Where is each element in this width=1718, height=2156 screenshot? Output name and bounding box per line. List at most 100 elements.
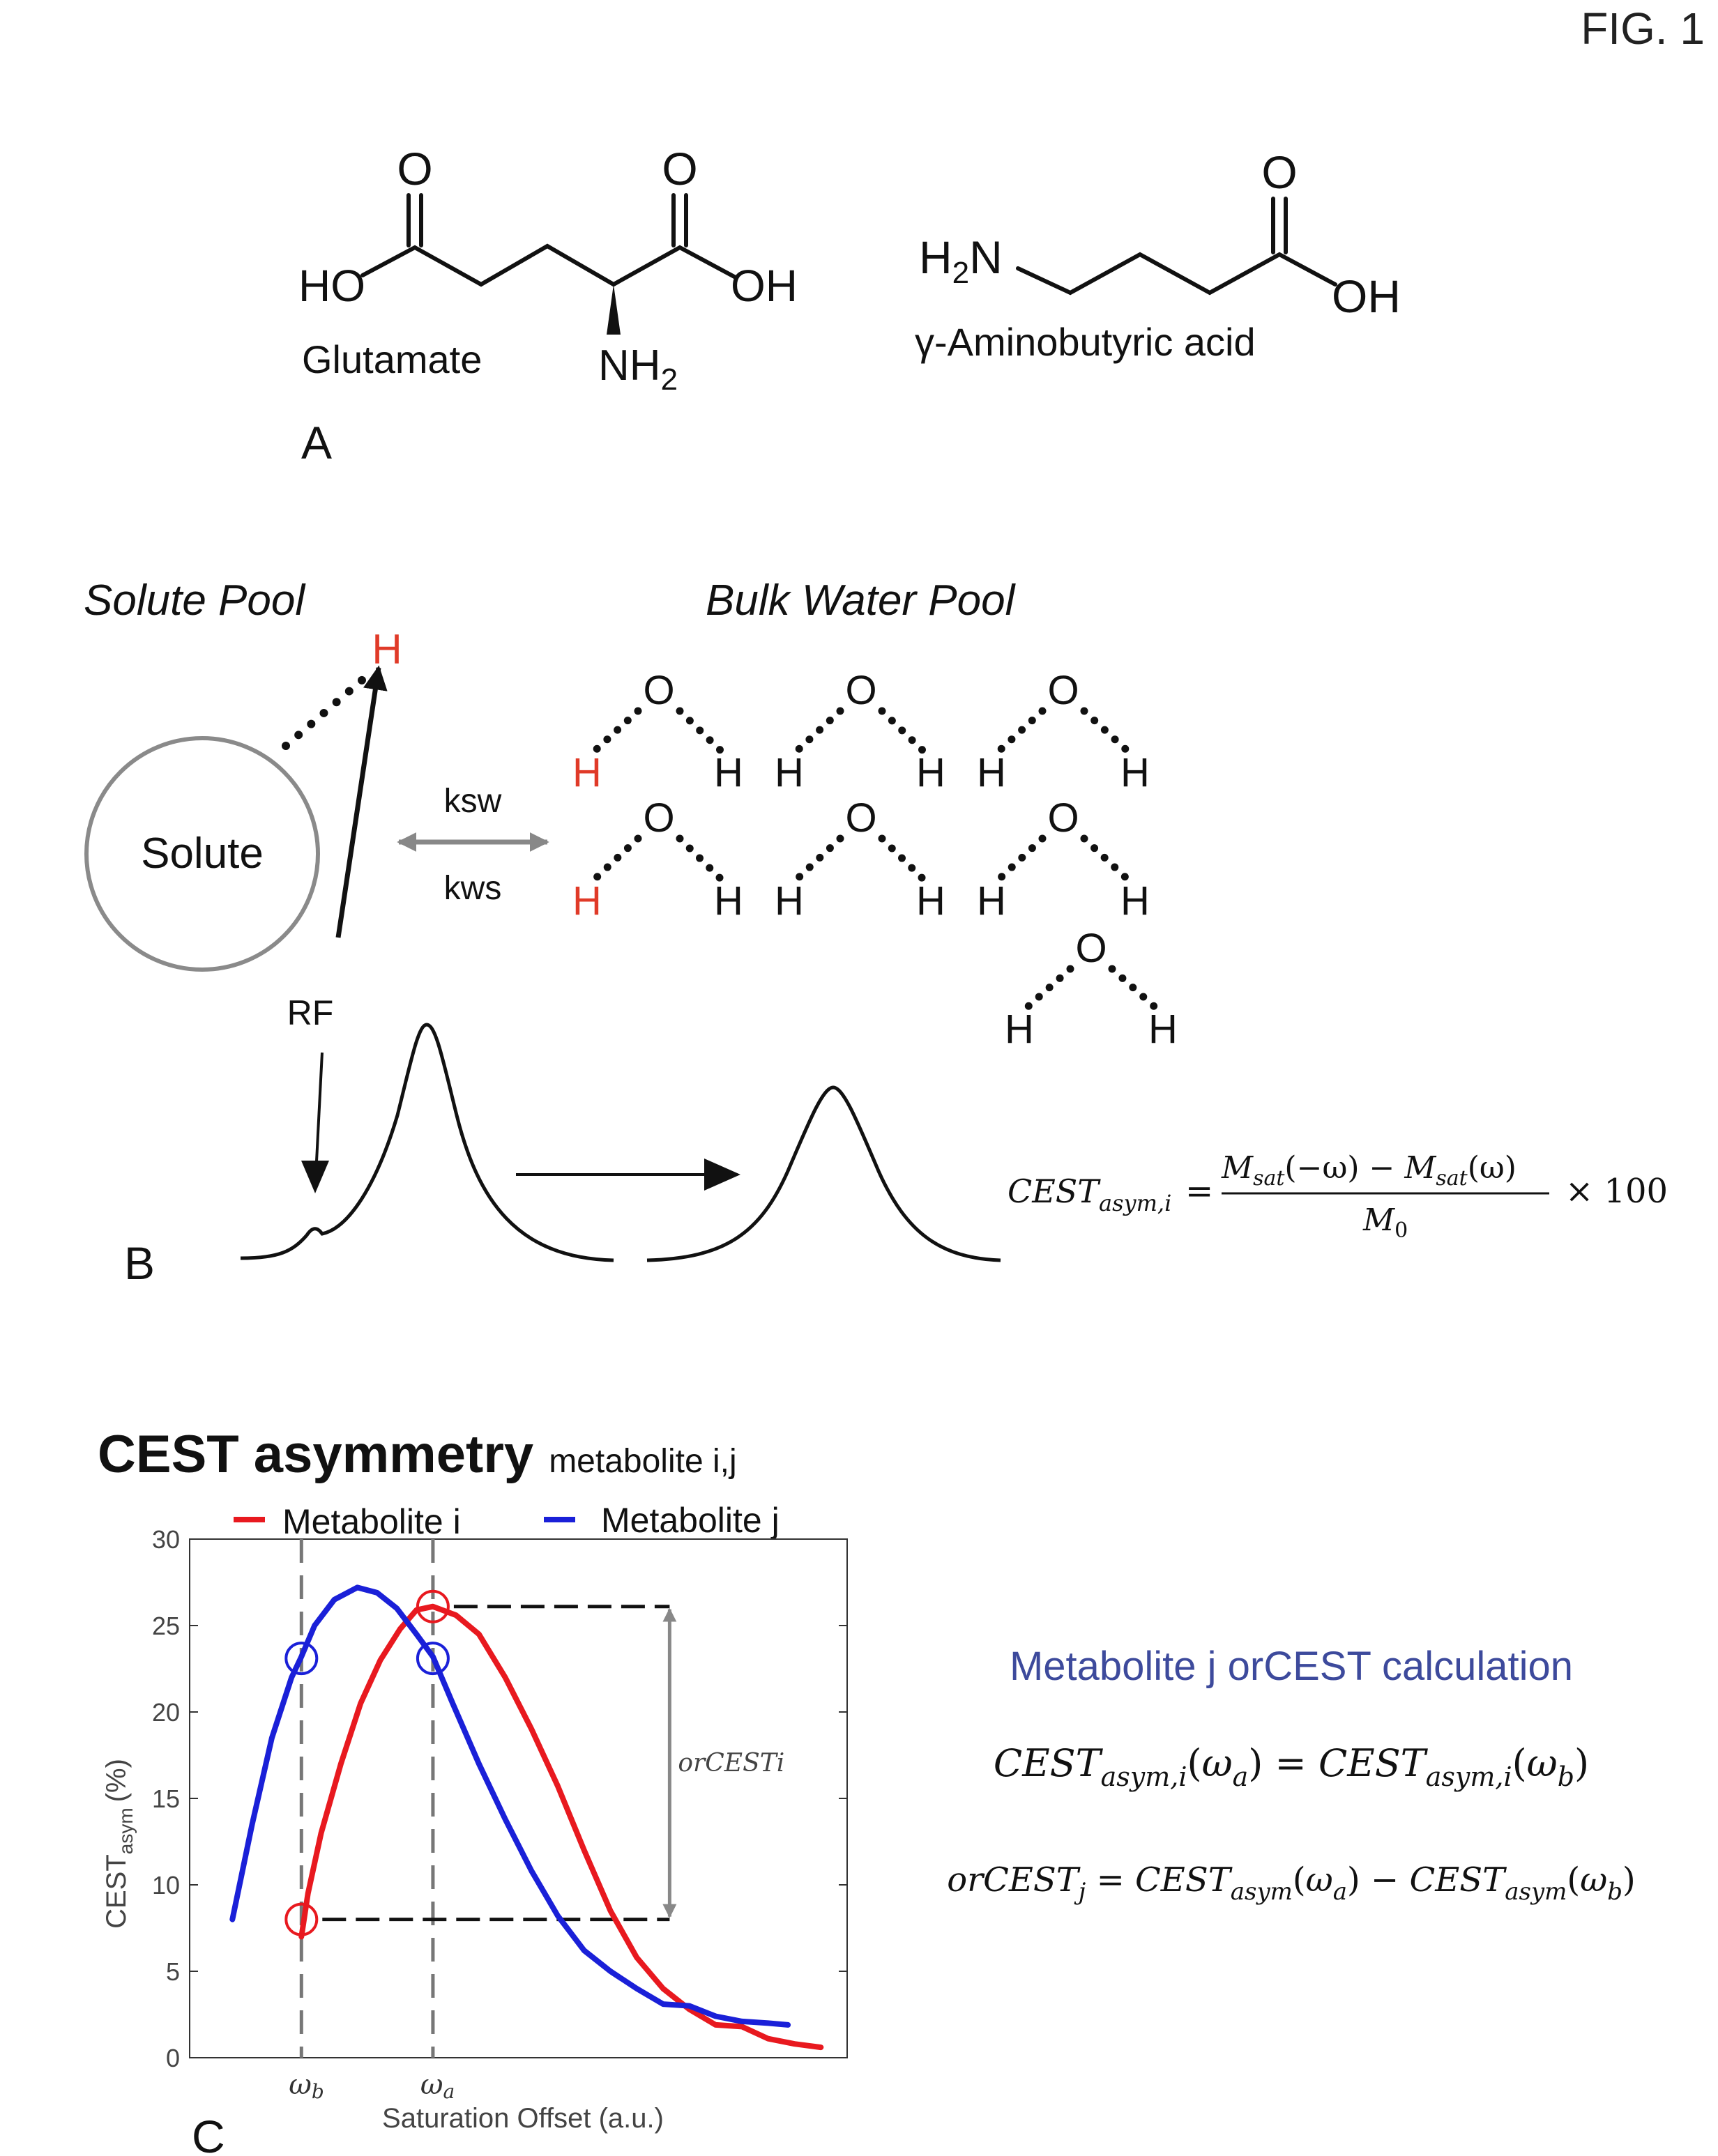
y-tick-label: 5 [166, 1957, 180, 1986]
labeled-proton: H [572, 878, 602, 924]
glutamate-ho: HO [298, 261, 365, 311]
solute-label: Solute [141, 829, 264, 878]
figure-label: FIG. 1 [1581, 3, 1705, 54]
panel-a: O O HO OH NH2 Glutamate H2N O OH γ-Amino… [298, 143, 1401, 468]
bulk-water-title: Bulk Water Pool [706, 576, 1017, 625]
series-line-metabolite-j [229, 1584, 791, 2028]
magnetization-arrow [335, 665, 388, 938]
series-line-metabolite-i [298, 1603, 824, 2051]
y-tick-label: 30 [152, 1525, 180, 1554]
water-oxygen: O [643, 668, 674, 713]
data-marker [284, 1902, 319, 1936]
water-oxygen: O [1047, 795, 1079, 841]
y-axis-label: CESTasym(%) [101, 1759, 137, 1929]
exchange-ksw: ksw [444, 783, 502, 820]
svg-text:=: = [1185, 1172, 1213, 1211]
solute-circle [84, 736, 320, 972]
svg-text:× 100: × 100 [1565, 1172, 1668, 1211]
gaba-name: γ-Aminobutyric acid [915, 320, 1256, 364]
water-proton: H [1120, 878, 1150, 924]
hydrogen-bond [878, 707, 929, 757]
orcest-eq1: CESTasym,i(ωa) = CESTasym,i(ωb) [994, 1741, 1589, 1792]
panel-b: Solute Pool Bulk Water Pool Solute H ksw… [84, 576, 1668, 1289]
panel-c: CEST asymmetry metabolite i,j Metabolite … [98, 1425, 1636, 2156]
water-proton: H [714, 750, 743, 795]
water-proton: H [977, 750, 1006, 795]
orcest-eq2: orCESTj = CESTasym(ωa) − CESTasym(ωb) [947, 1860, 1635, 1906]
water-proton: H [714, 878, 743, 924]
legend-label-i: Metabolite i [282, 1502, 461, 1541]
calc-title: Metabolite j orCEST calculation [1010, 1644, 1573, 1689]
hydrogen-bond [588, 707, 642, 757]
cest-asym-equation: CESTasym,i = Msat(−ω) − Msat(ω) M0 × 100 [1008, 1150, 1668, 1243]
hydrogen-bond [878, 834, 929, 885]
hydrogen-bond [1108, 965, 1162, 1014]
y-tick-label: 0 [166, 2044, 180, 2072]
hydrogen-bond [676, 707, 727, 757]
x-mark-label: ωb [289, 2069, 324, 2103]
panel-c-letter: C [192, 2111, 225, 2156]
hydrogen-bond [993, 707, 1047, 757]
hydrogen-bond [676, 834, 727, 885]
glutamate-o-left: O [397, 143, 432, 194]
svg-text:M0: M0 [1362, 1202, 1408, 1243]
water-proton: H [1120, 750, 1150, 795]
water-oxygen: O [845, 668, 876, 713]
y-tick-label: 10 [152, 1871, 180, 1899]
glutamate-structure [360, 193, 738, 287]
glutamate-name: Glutamate [302, 337, 482, 381]
water-proton: H [977, 878, 1006, 924]
chart-plot-area: 0 5 10 15 20 25 30 ωb ωa orCESTi [152, 1525, 848, 2103]
gaba-h2n: H2N [919, 231, 1003, 290]
glutamate-o-right: O [662, 143, 697, 194]
y-tick-label: 15 [152, 1784, 180, 1813]
solute-pool-title: Solute Pool [84, 576, 306, 625]
rf-label: RF [287, 993, 334, 1032]
water-proton: H [916, 878, 945, 924]
wedge-bond [607, 284, 621, 335]
spectrum-before [240, 1023, 614, 1262]
gaba-o: O [1261, 146, 1297, 198]
panel-a-letter: A [301, 417, 332, 468]
legend-label-j: Metabolite j [601, 1501, 780, 1540]
water-oxygen: O [1075, 926, 1107, 971]
data-marker [284, 1642, 319, 1676]
water-molecules: OH HOH HOH HOH HOH HOH HOH H [572, 668, 1178, 1052]
water-proton: H [1005, 1007, 1034, 1052]
svg-text:Msat(−ω) − Msat(ω): Msat(−ω) − Msat(ω) [1221, 1150, 1516, 1191]
hydrogen-bond [791, 707, 844, 757]
spectrum-after [646, 1085, 1001, 1262]
hydrogen-bond [1080, 707, 1134, 757]
solute-dotted-bond [282, 675, 367, 750]
solute-proton: H [372, 626, 402, 673]
plot-frame [189, 1538, 848, 2058]
chart-heading: CEST asymmetry metabolite i,j [98, 1425, 737, 1484]
chart-legend: Metabolite i Metabolite j [234, 1501, 780, 1541]
gaba-structure [1016, 197, 1337, 296]
water-proton: H [775, 750, 804, 795]
water-proton: H [775, 878, 804, 924]
hydrogen-bond [588, 834, 642, 885]
gaba-oh: OH [1332, 270, 1401, 322]
hydrogen-bond [791, 834, 844, 885]
x-axis-label: Saturation Offset (a.u.) [382, 2103, 664, 2134]
panel-b-letter: B [124, 1237, 155, 1289]
water-oxygen: O [643, 795, 674, 841]
data-marker [416, 1642, 450, 1676]
svg-text:CESTasym,i: CESTasym,i [1008, 1172, 1171, 1216]
glutamate-nh2: NH2 [598, 342, 678, 397]
labeled-proton: H [572, 750, 602, 795]
orcest-label: orCESTi [678, 1749, 784, 1777]
water-oxygen: O [845, 795, 876, 841]
data-marker [416, 1589, 450, 1623]
rf-arrowhead [301, 1161, 329, 1193]
water-proton: H [1148, 1007, 1178, 1052]
hydrogen-bond [1080, 834, 1134, 885]
exchange-kws: kws [444, 870, 502, 907]
glutamate-oh: OH [731, 261, 798, 311]
hydrogen-bond [993, 834, 1047, 885]
spectrum-transition-arrowhead [704, 1159, 740, 1191]
water-proton: H [916, 750, 945, 795]
y-tick-label: 20 [152, 1698, 180, 1727]
